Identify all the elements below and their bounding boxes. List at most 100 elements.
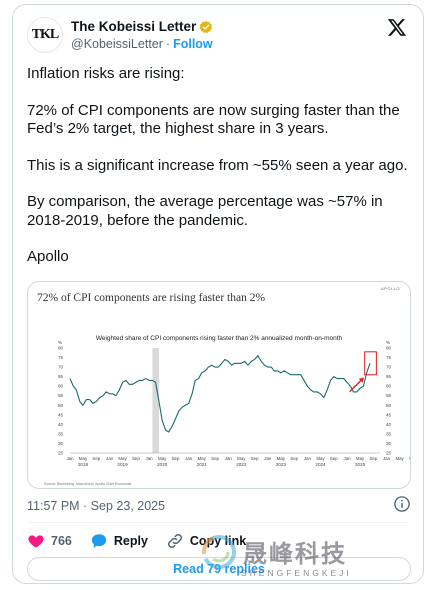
x-month-tick-label: Jan — [225, 456, 233, 461]
follow-button[interactable]: Follow — [173, 37, 213, 51]
x-month-tick-label: Jan — [344, 456, 352, 461]
x-month-tick-label: Jan — [106, 456, 114, 461]
info-icon[interactable] — [393, 495, 411, 513]
chart-image-title: 72% of CPI components are rising faster … — [37, 292, 266, 304]
author-name-row: The Kobeissi Letter — [71, 19, 213, 34]
tweet-paragraph: Apollo — [27, 248, 69, 265]
x-month-tick-label: Sep — [409, 456, 411, 461]
x-month-tick-label: Jan — [304, 456, 312, 461]
y-tick-label-right: 60 — [386, 384, 392, 389]
tweet-card: TKL The Kobeissi Letter @KobeissiLetter … — [12, 4, 424, 584]
series-line — [69, 355, 371, 433]
y-tick-label-right: 30 — [386, 441, 392, 446]
copy-link-label: Copy link — [189, 534, 247, 548]
x-logo-icon[interactable] — [387, 17, 407, 37]
chart-subtitle: Weighted share of CPI components rising … — [95, 335, 343, 342]
tweet-paragraph: 72% of CPI components are now surging fa… — [27, 101, 400, 138]
x-year-label: 2025 — [355, 462, 366, 467]
y-tick-label-right: 40 — [386, 422, 392, 427]
line-chart: 25 25 30 30 35 35 40 40 45 45 50 50 55 55 60 60 65 65 70 70… — [58, 340, 411, 467]
x-month-tick-label: May — [79, 456, 88, 461]
tweet-header: TKL The Kobeissi Letter @KobeissiLetter … — [27, 15, 409, 55]
y-tick-label-right: 55 — [386, 393, 392, 398]
tweet-body: Inflation risks are rising: 72% of CPI c… — [27, 65, 409, 285]
x-month-tick-label: May — [277, 456, 286, 461]
y-tick-label-left: 45 — [58, 412, 64, 417]
highlight-arrowhead — [358, 377, 364, 383]
y-tick-label-right: 35 — [386, 431, 392, 436]
tweet-paragraph: This is a significant increase from ~55%… — [27, 156, 408, 174]
y-unit-left: % — [58, 340, 62, 345]
x-month-tick-label: Jan — [66, 456, 74, 461]
x-month-tick-label: May — [237, 456, 246, 461]
x-year-label: 2018 — [78, 462, 89, 467]
y-tick-label-right: 45 — [386, 412, 392, 417]
tweet-paragraph: By comparison, the average percentage wa… — [27, 193, 383, 229]
author-handle-row: @KobeissiLetter · Follow — [71, 37, 213, 51]
y-tick-label-left: 80 — [58, 346, 64, 351]
x-year-label: 2021 — [197, 462, 208, 467]
y-tick-label-left: 65 — [58, 374, 64, 379]
x-month-tick-label: Sep — [132, 456, 140, 461]
x-month-tick-label: May — [395, 456, 404, 461]
x-month-tick-label: May — [356, 456, 365, 461]
y-tick-label-left: 25 — [58, 451, 64, 456]
reply-label: Reply — [113, 534, 148, 548]
x-year-label: 2022 — [236, 462, 247, 467]
verified-badge-icon — [199, 20, 213, 33]
reply-button[interactable]: Reply — [90, 532, 148, 550]
author-avatar[interactable]: TKL — [27, 17, 63, 53]
tweet-paragraph: Inflation risks are rising: — [27, 65, 185, 82]
author-handle[interactable]: @KobeissiLetter — [71, 37, 163, 51]
divider — [27, 522, 409, 523]
x-month-tick-label: Sep — [369, 456, 377, 461]
x-month-tick-label: May — [198, 456, 207, 461]
y-tick-label-right: 50 — [386, 403, 392, 408]
x-month-tick-label: Jan — [383, 456, 391, 461]
x-month-tick-label: Jan — [185, 456, 193, 461]
y-unit-right: % — [386, 340, 390, 345]
y-tick-label-left: 30 — [58, 441, 64, 446]
tweet-timestamp[interactable]: 11:57 PM · Sep 23, 2025 — [27, 499, 166, 513]
chart-source: Source: Bloomberg, Macrobond, Apollo Chi… — [44, 482, 132, 486]
heart-icon — [28, 535, 44, 548]
x-month-tick-label: May — [158, 456, 167, 461]
copy-link-button[interactable]: Copy link — [166, 532, 246, 550]
x-month-tick-label: May — [118, 456, 127, 461]
x-month-tick-label: Sep — [211, 456, 219, 461]
author-name[interactable]: The Kobeissi Letter — [71, 19, 197, 34]
recession-shading — [152, 348, 159, 453]
y-tick-label-right: 65 — [386, 374, 392, 379]
y-tick-label-left: 35 — [58, 431, 64, 436]
x-year-label: 2024 — [315, 462, 326, 467]
x-month-tick-label: Sep — [251, 456, 259, 461]
x-year-label: 2023 — [276, 462, 287, 467]
y-tick-label-left: 40 — [58, 422, 64, 427]
chart-brand-label: APOLLO — [380, 286, 400, 291]
x-month-tick-label: Sep — [92, 456, 100, 461]
reply-bubble-icon — [91, 534, 106, 548]
highlight-box — [364, 351, 377, 376]
y-tick-label-right: 75 — [386, 355, 392, 360]
x-year-label: 2019 — [117, 462, 128, 467]
y-tick-label-left: 55 — [58, 393, 64, 398]
action-bar: 766 Reply Copy link — [27, 529, 264, 553]
y-tick-label-right: 80 — [386, 346, 392, 351]
like-count: 766 — [51, 534, 72, 548]
tweet-media-chart[interactable]: 72% of CPI components are rising faster … — [27, 281, 411, 489]
y-tick-label-right: 70 — [386, 365, 392, 370]
y-tick-label-left: 50 — [58, 403, 64, 408]
x-month-tick-label: Sep — [172, 456, 180, 461]
x-year-label: 2020 — [157, 462, 168, 467]
y-tick-label-left: 60 — [58, 384, 64, 389]
read-replies-button[interactable]: Read 79 replies — [27, 557, 411, 581]
like-button[interactable]: 766 — [27, 532, 72, 550]
x-month-tick-label: May — [316, 456, 325, 461]
x-month-tick-label: Jan — [146, 456, 154, 461]
y-tick-label-right: 25 — [386, 451, 392, 456]
y-tick-label-left: 70 — [58, 365, 64, 370]
link-icon — [167, 533, 182, 549]
y-tick-label-left: 75 — [58, 355, 64, 360]
handle-separator: · — [165, 37, 171, 51]
x-month-tick-label: Jan — [264, 456, 272, 461]
